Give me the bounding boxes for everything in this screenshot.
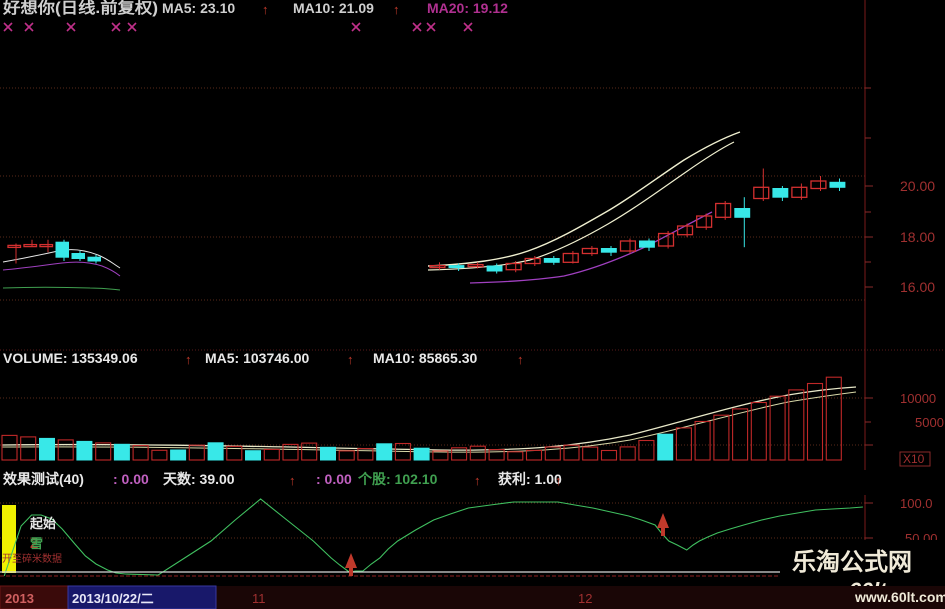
- svg-text:↑: ↑: [347, 352, 354, 367]
- svg-text:10000: 10000: [900, 391, 936, 406]
- svg-text:20.00: 20.00: [900, 178, 935, 194]
- svg-text:2013: 2013: [5, 591, 34, 606]
- svg-text:好想你(日线.前复权): 好想你(日线.前复权): [2, 0, 158, 17]
- svg-text:VOLUME: 135349.06: VOLUME: 135349.06: [3, 350, 138, 366]
- svg-text:16.00: 16.00: [900, 279, 935, 295]
- svg-text:MA20: 19.12: MA20: 19.12: [427, 0, 508, 16]
- svg-text:: 0.00: : 0.00: [113, 471, 149, 487]
- svg-text:获利: 1.00: 获利: 1.00: [498, 471, 562, 487]
- svg-text:MA5: 103746.00: MA5: 103746.00: [205, 350, 310, 366]
- svg-text:MA10: 85865.30: MA10: 85865.30: [373, 350, 478, 366]
- svg-text:↑: ↑: [262, 2, 269, 17]
- svg-text:2013/10/22/二: 2013/10/22/二: [72, 591, 154, 606]
- svg-text:起始: 起始: [29, 516, 56, 531]
- svg-text:: 0.00: : 0.00: [316, 471, 352, 487]
- svg-text:↑: ↑: [474, 473, 481, 488]
- svg-text:X10: X10: [903, 452, 925, 466]
- svg-text:↑: ↑: [555, 473, 562, 488]
- svg-text:雪: 雪: [30, 536, 43, 551]
- svg-text:↑: ↑: [517, 352, 524, 367]
- svg-text:11: 11: [252, 591, 266, 606]
- svg-text:www.60lt.com: www.60lt.com: [854, 589, 945, 605]
- svg-text:MA5: 23.10: MA5: 23.10: [162, 0, 235, 16]
- svg-text:MA10: 21.09: MA10: 21.09: [293, 0, 374, 16]
- svg-text:开至碎米数据: 开至碎米数据: [2, 552, 62, 565]
- svg-text:100.0: 100.0: [900, 496, 933, 511]
- svg-text:↑: ↑: [185, 352, 192, 367]
- svg-text:效果测试(40): 效果测试(40): [3, 471, 84, 487]
- svg-text:12: 12: [578, 591, 592, 606]
- svg-text:天数: 39.00: 天数: 39.00: [163, 471, 235, 487]
- svg-text:18.00: 18.00: [900, 229, 935, 245]
- svg-text:↑: ↑: [289, 473, 296, 488]
- svg-text:5000: 5000: [915, 415, 944, 430]
- svg-text:乐淘公式网: 乐淘公式网: [792, 548, 912, 576]
- svg-text:个股: 102.10: 个股: 102.10: [357, 471, 438, 487]
- svg-text:↑: ↑: [393, 2, 400, 17]
